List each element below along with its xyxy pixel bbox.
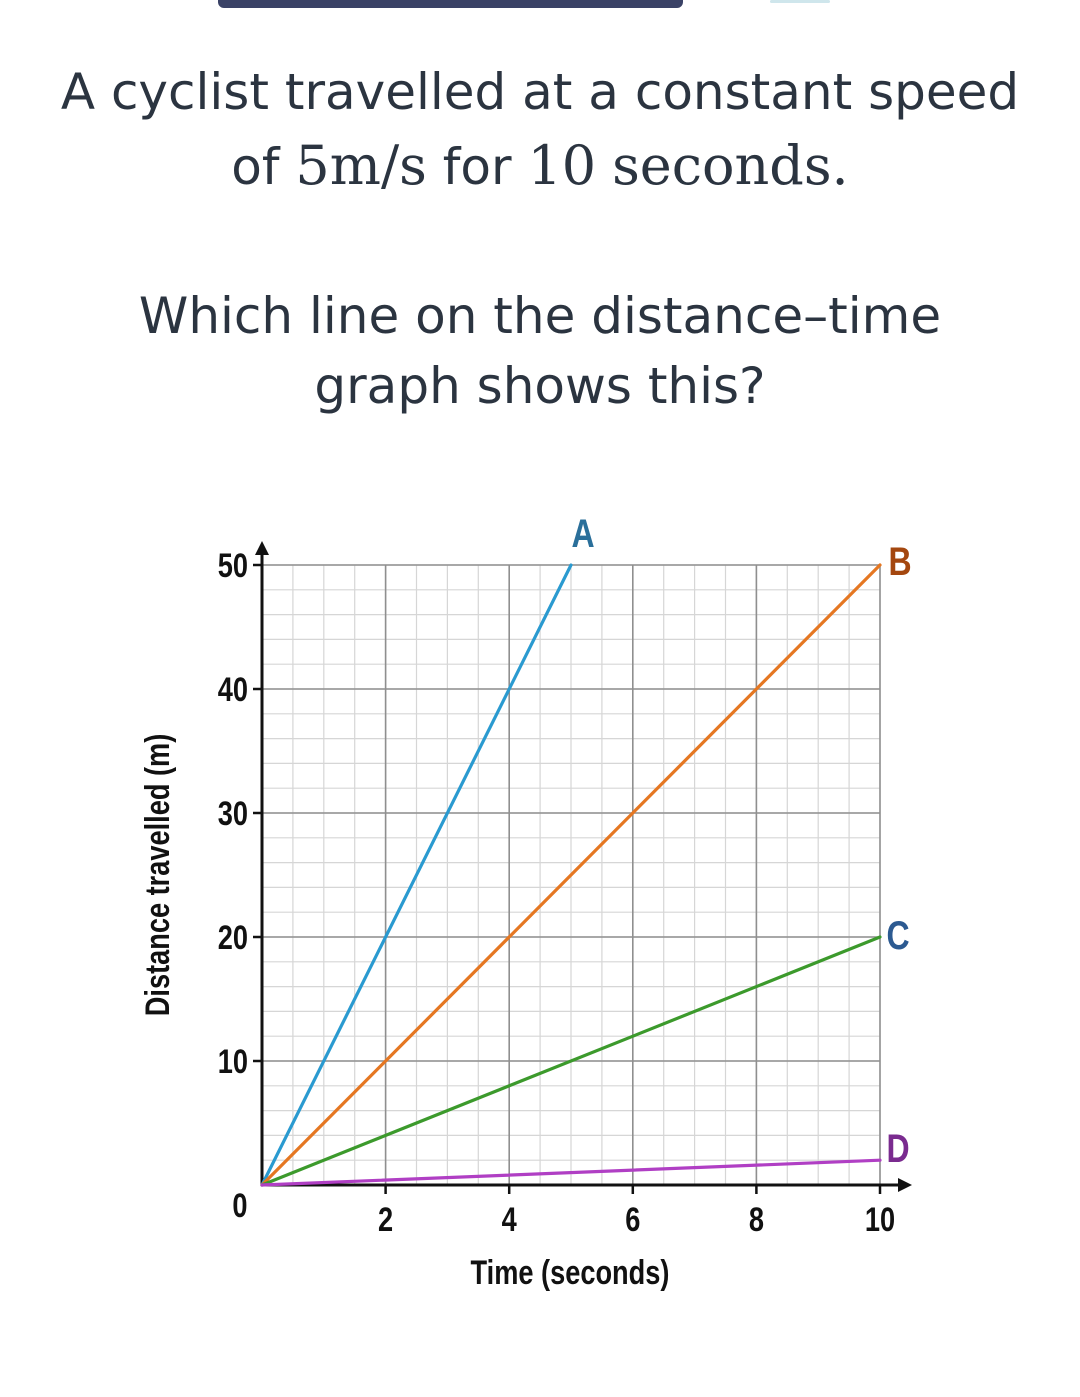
series-line-b [260,563,882,1187]
y-tick-label: 40 [218,670,248,709]
question-for: for [442,138,512,196]
x-tick-label: 4 [502,1200,517,1239]
series-label-c: C [886,913,909,958]
time-unit: seconds. [612,134,849,197]
question-text-4: graph shows this? [314,357,766,415]
y-axis-arrow [255,541,269,555]
data-lines [260,563,882,1187]
series-label-a: A [571,511,594,556]
series-line-d [260,1158,882,1187]
x-tick-label: 10 [865,1200,895,1239]
x-tick-label: 0 [232,1186,247,1225]
question-of: of [231,138,280,196]
y-tick-label: 30 [218,794,248,833]
series-label-d: D [886,1126,909,1171]
x-tick-label: 8 [749,1200,764,1239]
question-line-2: of 5m/s for 10 seconds. [0,130,1080,203]
series-line-c [260,935,882,1187]
x-tick-label: 6 [625,1200,640,1239]
y-tick-label: 10 [218,1042,248,1081]
speed-value: 5 [295,134,330,197]
question-line-3: Which line on the distance–time [0,280,1080,352]
question-line-4: graph shows this? [0,350,1080,422]
axis-ticks: 10 20 30 40 50 0 2 4 6 8 10 [218,546,895,1239]
y-axis-label: Distance travelled (m) [138,734,177,1016]
question-line-1: A cyclist travelled at a constant speed [0,56,1080,128]
time-value: 10 [527,134,597,197]
top-accent-mark [770,0,830,3]
line-labels: A B C D [571,511,911,1171]
question-text-3: Which line on the distance–time [138,287,942,345]
axes [255,541,912,1192]
series-line-a [260,563,573,1187]
x-axis-arrow [898,1178,912,1192]
y-tick-label: 50 [218,546,248,585]
question-text-1: A cyclist travelled at a constant speed [60,63,1020,121]
x-axis-label: Time (seconds) [471,1253,670,1292]
speed-unit: m/s [329,134,427,197]
y-tick-label: 20 [218,918,248,957]
series-label-b: B [888,539,911,584]
top-banner-bar [218,0,683,8]
x-tick-label: 2 [378,1200,393,1239]
